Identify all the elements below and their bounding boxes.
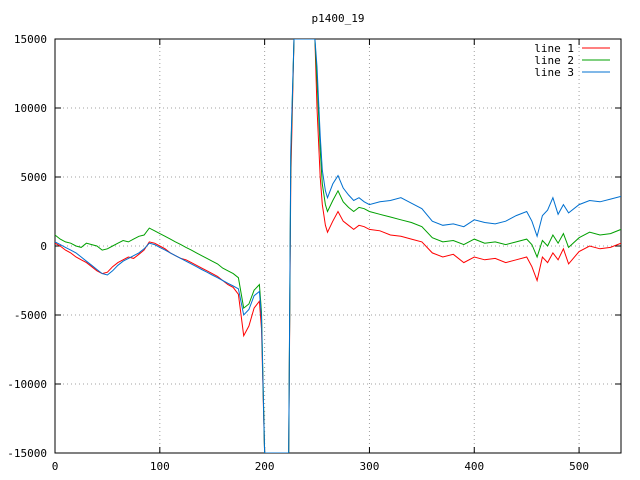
series-line-2 bbox=[55, 39, 621, 453]
y-tick-label: -10000 bbox=[7, 378, 47, 391]
series-lines bbox=[55, 39, 621, 453]
y-tick-label: -15000 bbox=[7, 447, 47, 460]
y-tick-label: 0 bbox=[40, 240, 47, 253]
series-line-3 bbox=[55, 39, 621, 453]
y-tick-label: 15000 bbox=[14, 33, 47, 46]
legend-label-1: line 1 bbox=[534, 42, 574, 55]
y-tick-label: 5000 bbox=[21, 171, 48, 184]
axes: 0 100 200 300 400 500 -15000 -10000 -5000 0 5000 10… bbox=[7, 33, 622, 473]
y-tick-label: -5000 bbox=[14, 309, 47, 322]
x-tick-label: 400 bbox=[464, 460, 484, 473]
legend-label-3: line 3 bbox=[534, 66, 574, 79]
x-tick-label: 0 bbox=[52, 460, 59, 473]
chart-title: p1400_19 bbox=[312, 12, 365, 25]
series-line-1 bbox=[55, 39, 621, 453]
x-tick-label: 200 bbox=[255, 460, 275, 473]
x-tick-label: 500 bbox=[569, 460, 589, 473]
legend-label-2: line 2 bbox=[534, 54, 574, 67]
x-tick-label: 100 bbox=[150, 460, 170, 473]
x-tick-label: 300 bbox=[360, 460, 380, 473]
grid-lines bbox=[55, 39, 621, 453]
y-tick-label: 10000 bbox=[14, 102, 47, 115]
